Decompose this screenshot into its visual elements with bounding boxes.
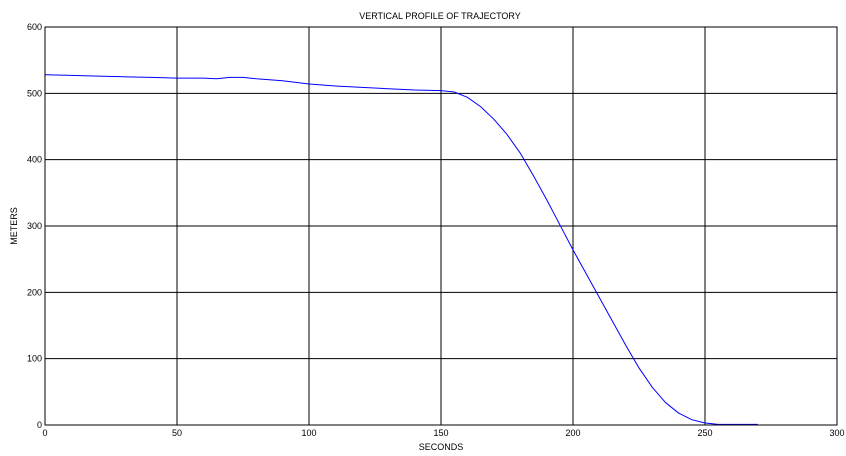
x-tick-label: 150 xyxy=(433,428,448,438)
trajectory-line xyxy=(44,74,758,425)
y-tick-label: 200 xyxy=(27,287,42,297)
y-tick-label: 100 xyxy=(27,354,42,364)
y-tick-label: 500 xyxy=(27,88,42,98)
x-tick-label: 50 xyxy=(172,428,182,438)
x-tick-labels: 0 50 100 150 200 250 300 xyxy=(42,428,844,438)
chart-title: VERTICAL PROFILE OF TRAJECTORY xyxy=(359,11,521,21)
y-tick-label: 300 xyxy=(27,221,42,231)
plot-frame xyxy=(44,26,838,426)
x-tick-label: 250 xyxy=(697,428,712,438)
x-tick-label: 100 xyxy=(301,428,316,438)
x-tick-label: 0 xyxy=(42,428,47,438)
x-tick-label: 300 xyxy=(829,428,844,438)
y-tick-label: 600 xyxy=(27,22,42,32)
series xyxy=(44,74,758,425)
y-tick-label: 400 xyxy=(27,155,42,165)
y-axis-label: METERS xyxy=(9,207,19,245)
x-tick-label: 200 xyxy=(565,428,580,438)
y-tick-label: 0 xyxy=(37,420,42,430)
x-axis-label: SECONDS xyxy=(419,442,464,452)
y-tick-labels: 0 100 200 300 400 500 600 xyxy=(27,22,42,430)
